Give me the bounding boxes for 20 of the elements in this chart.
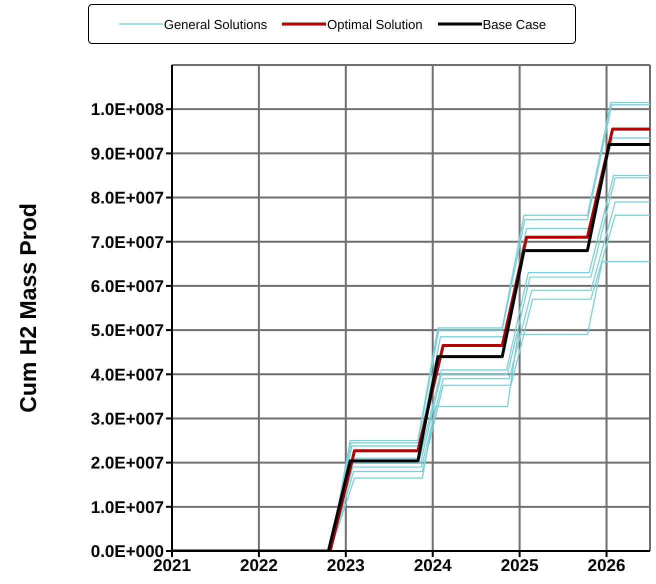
legend-label: Base Case bbox=[482, 16, 546, 32]
y-tick-label: 3.0E+007 bbox=[90, 409, 164, 428]
x-tick-label: 2022 bbox=[240, 556, 278, 576]
y-tick-label: 1.0E+008 bbox=[90, 100, 164, 120]
y-tick-label: 8.0E+007 bbox=[90, 188, 164, 208]
y-tick-label: 1.0E+007 bbox=[90, 498, 164, 517]
y-tick-label: 7.0E+007 bbox=[90, 232, 164, 252]
legend-label: General Solutions bbox=[164, 16, 268, 32]
x-tick-label: 2023 bbox=[326, 556, 365, 576]
y-tick-label: 9.0E+007 bbox=[90, 144, 164, 164]
legend-label: Optimal Solution bbox=[327, 16, 423, 32]
y-tick-label: 2.0E+007 bbox=[90, 454, 164, 473]
x-tick-label: 2024 bbox=[414, 556, 452, 576]
x-tick-label: 2025 bbox=[500, 556, 539, 576]
x-tick-label: 2026 bbox=[588, 556, 626, 576]
y-tick-label: 5.0E+007 bbox=[90, 321, 164, 340]
y-tick-label: 4.0E+007 bbox=[90, 365, 164, 384]
y-tick-label: 6.0E+007 bbox=[90, 276, 164, 296]
x-tick-label: 2021 bbox=[153, 556, 191, 576]
y-axis-title: Cum H2 Mass Prod bbox=[15, 203, 42, 413]
